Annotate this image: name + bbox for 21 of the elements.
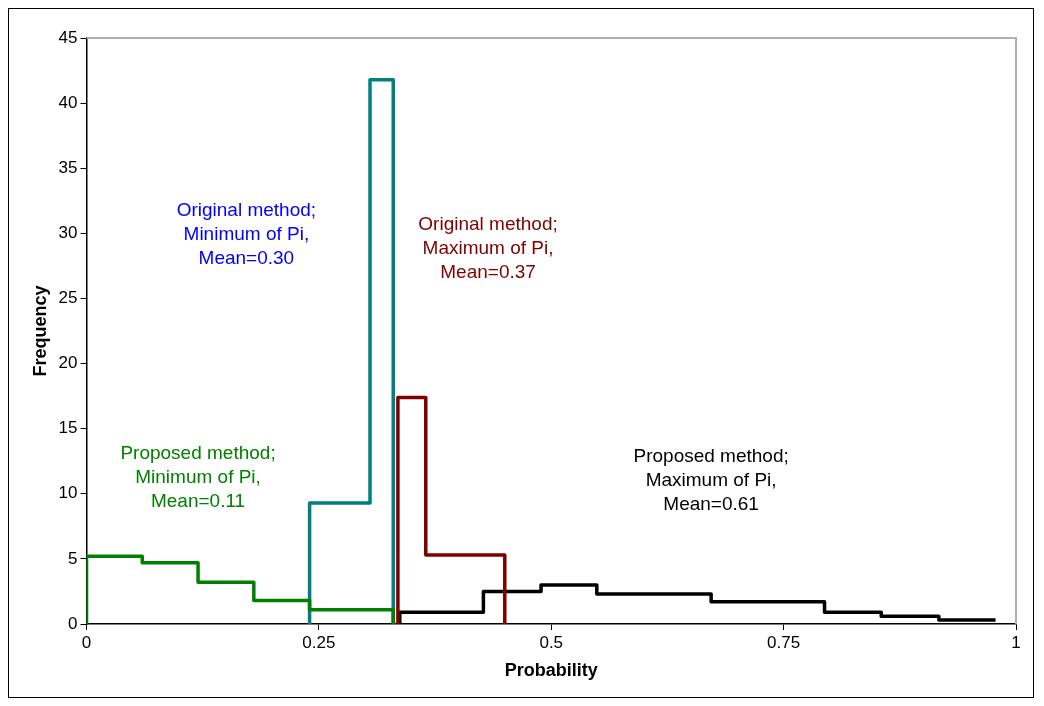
x-axis-title: Probability: [504, 660, 598, 681]
text: Proposed method; Maximum of Pi, Mean=0.61: [633, 444, 789, 514]
y-tick-label: 25: [58, 288, 78, 308]
x-tick-label: 0.25: [302, 632, 336, 652]
y-tick-label: 20: [58, 353, 78, 373]
y-tick-label: 0: [68, 613, 78, 633]
y-tick-label: 5: [68, 548, 78, 568]
text: Proposed method; Minimum of Pi, Mean=0.11: [120, 441, 276, 511]
x-tick-label: 1: [1011, 632, 1021, 652]
y-tick-label: 45: [58, 27, 78, 47]
y-tick-label: 15: [58, 418, 78, 438]
y-tick-label: 40: [58, 92, 78, 112]
y-tick-label: 30: [58, 223, 78, 243]
text: Original method; Minimum of Pi, Mean=0.30: [176, 198, 317, 268]
x-tick-label: 0.75: [767, 632, 801, 652]
x-tick-label: 0: [81, 632, 92, 652]
y-tick-label: 10: [58, 483, 78, 503]
x-tick-label: 0.5: [539, 632, 564, 652]
text: Original method; Maximum of Pi, Mean=0.37: [418, 213, 558, 283]
y-tick-label: 35: [58, 157, 78, 177]
y-axis-title: Frequency: [29, 285, 50, 377]
